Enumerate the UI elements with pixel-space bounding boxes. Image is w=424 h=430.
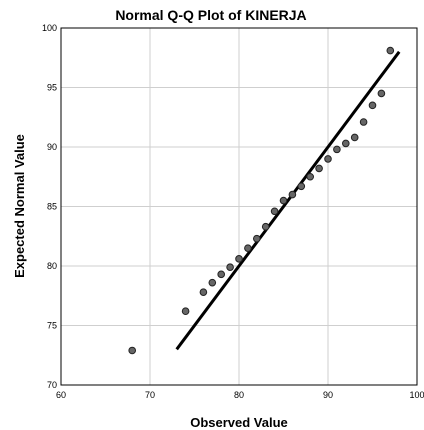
x-tick-label: 100 bbox=[409, 390, 424, 400]
y-axis-label: Expected Normal Value bbox=[12, 134, 27, 278]
chart-title: Normal Q-Q Plot of KINERJA bbox=[115, 7, 306, 23]
data-point bbox=[377, 89, 386, 98]
data-point bbox=[368, 101, 377, 110]
data-point bbox=[288, 190, 297, 199]
data-point bbox=[333, 145, 341, 154]
y-tick-label: 85 bbox=[47, 202, 57, 212]
x-axis-label: Observed Value bbox=[190, 415, 288, 430]
data-point bbox=[199, 288, 208, 296]
data-point bbox=[315, 164, 323, 173]
x-tick-label: 90 bbox=[323, 390, 333, 400]
data-point bbox=[128, 346, 136, 355]
x-axis-ticks: 60 70 80 90 100 bbox=[56, 390, 424, 400]
data-points bbox=[128, 46, 395, 355]
data-point bbox=[252, 234, 261, 243]
data-point bbox=[350, 133, 359, 142]
y-tick-label: 75 bbox=[47, 321, 57, 331]
plot-area-frame bbox=[60, 27, 418, 386]
y-axis-ticks: 70 75 80 85 90 95 100 bbox=[42, 23, 57, 390]
data-point bbox=[261, 222, 270, 231]
y-tick-label: 80 bbox=[47, 261, 57, 271]
data-point bbox=[181, 307, 190, 316]
y-tick-label: 70 bbox=[47, 380, 57, 390]
data-point bbox=[208, 278, 217, 287]
data-point bbox=[359, 118, 368, 126]
data-point bbox=[297, 182, 306, 191]
y-tick-label: 95 bbox=[47, 83, 57, 93]
data-point bbox=[279, 196, 288, 205]
data-point bbox=[324, 155, 332, 163]
data-point bbox=[217, 270, 225, 279]
data-point bbox=[235, 255, 243, 263]
x-tick-label: 60 bbox=[56, 390, 66, 400]
data-point bbox=[226, 263, 234, 271]
y-tick-label: 90 bbox=[47, 142, 57, 152]
data-point bbox=[244, 244, 252, 252]
data-point bbox=[342, 139, 350, 148]
grid bbox=[61, 28, 417, 385]
data-point bbox=[386, 46, 395, 55]
data-point bbox=[306, 172, 315, 181]
y-tick-label: 100 bbox=[42, 23, 57, 33]
data-point bbox=[270, 207, 279, 216]
reference-line bbox=[175, 50, 401, 351]
x-tick-label: 70 bbox=[145, 390, 155, 400]
x-tick-label: 80 bbox=[234, 390, 244, 400]
